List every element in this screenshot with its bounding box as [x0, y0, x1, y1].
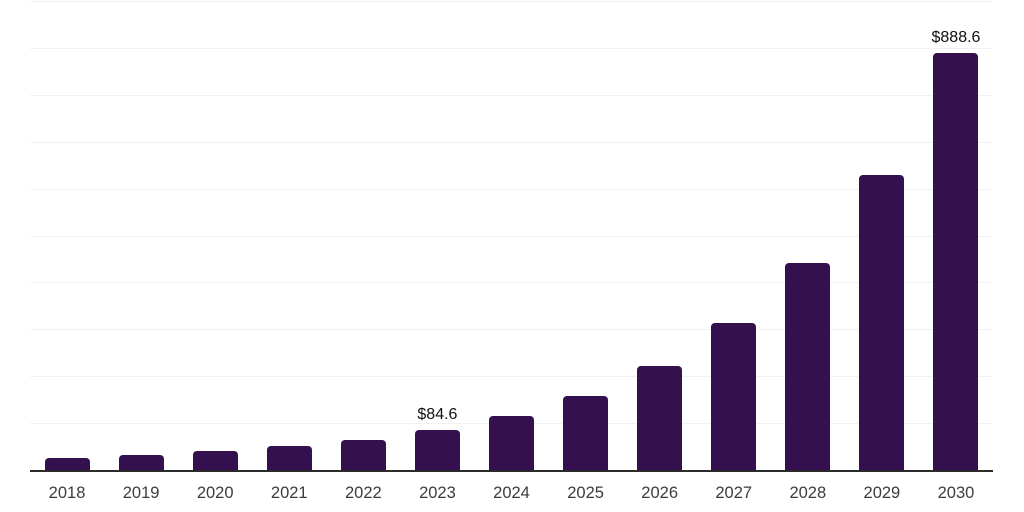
x-axis-line — [30, 470, 993, 472]
gridline — [30, 329, 993, 331]
x-tick-label-2023: 2023 — [419, 484, 456, 502]
bar-2023 — [414, 430, 460, 470]
bar-2021 — [266, 446, 312, 470]
bar-slot — [252, 1, 326, 470]
bars-row: $84.6 $888.6 — [30, 1, 993, 470]
x-tick-label-2020: 2020 — [196, 484, 234, 502]
x-tick-label-2026: 2026 — [641, 484, 679, 502]
x-tick-label-2030: 2030 — [937, 484, 975, 502]
bar-slot — [845, 1, 919, 470]
gridline — [30, 188, 993, 190]
value-label-2023: $84.6 — [417, 406, 458, 424]
value-label-2030: $888.6 — [931, 29, 981, 47]
gridline — [30, 1, 993, 2]
bar-2025 — [563, 395, 609, 470]
bar-2029 — [859, 175, 905, 470]
bar-2030 — [933, 53, 979, 470]
bar-2019 — [118, 454, 164, 470]
bar-2022 — [340, 439, 386, 470]
x-tick-label-2027: 2027 — [715, 484, 753, 502]
gridline — [30, 141, 993, 143]
bar-slot — [771, 1, 845, 470]
x-tick-label-2019: 2019 — [122, 484, 160, 502]
gridline — [30, 47, 993, 49]
bar-2027 — [711, 323, 757, 470]
gridline — [30, 235, 993, 237]
bar-slot: $888.6 — [919, 1, 993, 470]
x-tick-label-2021: 2021 — [270, 484, 308, 502]
bar-2026 — [637, 366, 683, 470]
bar-2018 — [44, 457, 90, 470]
bar-slot — [104, 1, 178, 470]
x-tick-label-2028: 2028 — [789, 484, 827, 502]
bar-slot — [697, 1, 771, 470]
bar-slot — [178, 1, 252, 470]
plot-area: $84.6 $888.6 — [30, 1, 993, 470]
bar-2020 — [192, 450, 238, 470]
x-tick-label-2018: 2018 — [48, 484, 86, 502]
bar-slot — [474, 1, 548, 470]
x-axis-tick-labels: 2018 2019 2020 2021 2022 2023 2024 2025 2026 2027… — [30, 485, 993, 502]
bar-slot — [326, 1, 400, 470]
bar-2024 — [489, 416, 534, 470]
bar-slot — [549, 1, 623, 470]
x-tick-label-2025: 2025 — [567, 484, 604, 502]
bar-slot — [623, 1, 697, 470]
x-tick-label-2029: 2029 — [863, 484, 901, 502]
bar-slot — [30, 1, 104, 470]
x-tick-label-2024: 2024 — [493, 484, 530, 502]
bar-slot: $84.6 — [400, 1, 474, 470]
gridline — [30, 94, 993, 96]
gridline — [30, 282, 993, 284]
gridline — [30, 376, 993, 378]
x-tick-label-2022: 2022 — [344, 484, 382, 502]
bar-2028 — [785, 263, 831, 470]
